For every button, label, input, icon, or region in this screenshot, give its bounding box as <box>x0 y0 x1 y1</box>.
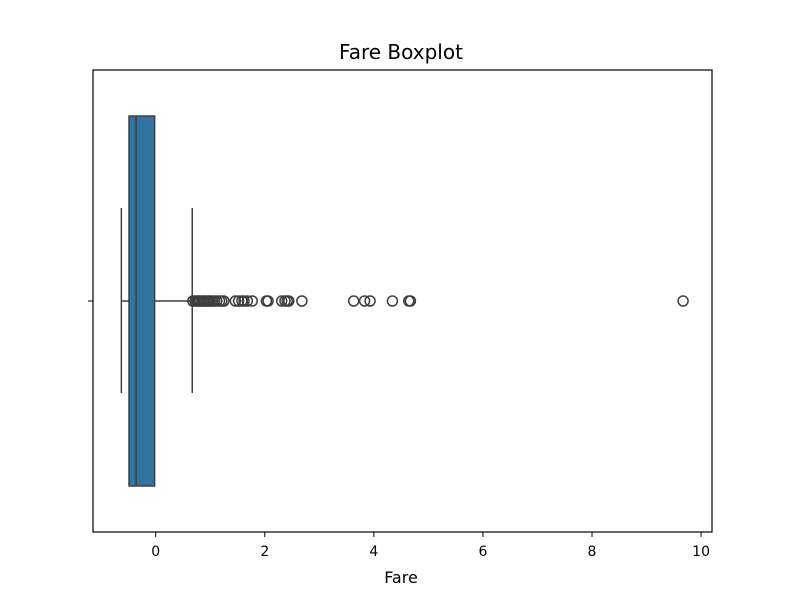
x-tick-label: 8 <box>588 544 597 560</box>
outlier-point <box>386 295 399 307</box>
x-tick-label: 6 <box>478 544 487 560</box>
outlier-point <box>358 295 371 307</box>
plot-area <box>120 115 689 487</box>
box-iqr <box>128 115 156 487</box>
x-tick-label: 10 <box>692 544 710 560</box>
outlier-point <box>283 295 295 307</box>
chart-title: Fare Boxplot <box>339 40 463 64</box>
outlier-point <box>232 295 245 307</box>
x-axis: 0 2 4 6 8 10 <box>151 532 710 560</box>
outlier-point <box>238 295 250 307</box>
outlier-point <box>229 295 242 307</box>
x-tick-label: 0 <box>151 544 160 560</box>
x-axis-label: Fare <box>384 568 418 587</box>
outlier-point <box>241 295 254 307</box>
outlier-point <box>404 295 417 307</box>
outlier-point <box>677 295 689 307</box>
outlier-point <box>246 295 258 307</box>
outlier-point <box>347 295 360 307</box>
x-tick-label: 4 <box>369 544 378 560</box>
outlier-point <box>296 295 308 307</box>
x-tick-label: 2 <box>260 544 269 560</box>
outlier-point <box>218 295 230 307</box>
outlier-point <box>364 295 376 307</box>
outlier-point <box>275 295 288 307</box>
outlier-point <box>262 295 274 307</box>
